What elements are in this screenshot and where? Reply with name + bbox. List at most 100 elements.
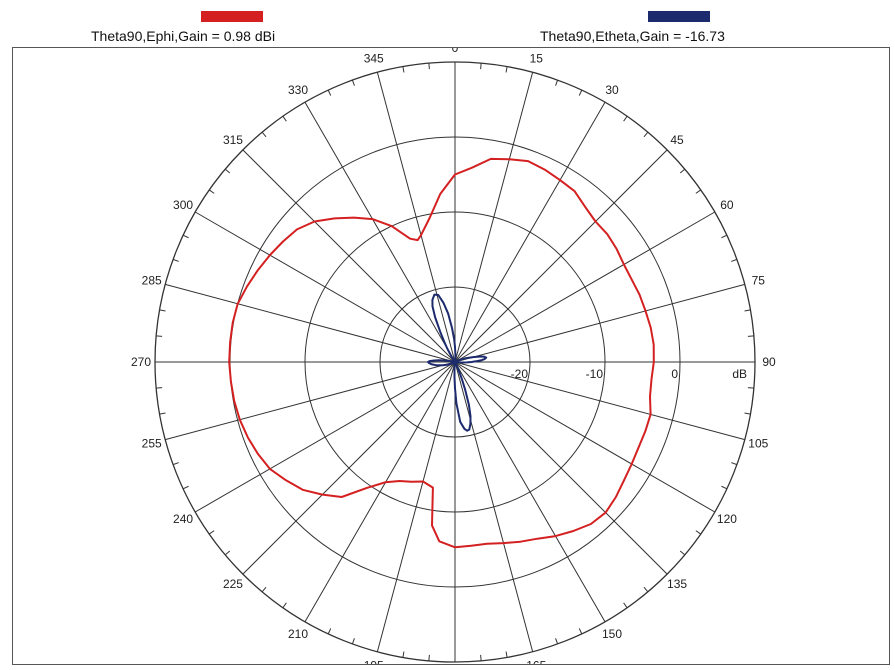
angle-minor-tick [208, 189, 215, 194]
angle-spoke [454, 283, 745, 363]
angle-spoke [454, 361, 606, 623]
angle-minor-tick [428, 654, 430, 661]
angle-spoke [242, 149, 456, 363]
angle-tick-label: 60 [720, 198, 734, 212]
angle-minor-tick [679, 168, 686, 174]
angle-minor-tick [744, 412, 751, 415]
legend-label-ephi: Theta90,Ephi,Gain = 0.98 dBi [91, 28, 276, 44]
angle-tick-label: 0 [452, 48, 459, 55]
angle-minor-tick [261, 586, 267, 593]
angle-spoke [194, 361, 456, 513]
angle-tick-label: 345 [364, 52, 384, 66]
angle-tick-label: 45 [670, 133, 684, 147]
angle-minor-tick [747, 387, 754, 389]
angle-minor-tick [172, 258, 179, 262]
angle-minor-tick [282, 602, 287, 609]
angle-tick-label: 120 [717, 512, 737, 526]
angle-tick-label: 330 [288, 83, 308, 97]
angle-minor-tick [156, 335, 163, 337]
angle-minor-tick [731, 462, 738, 466]
angle-spoke [454, 361, 745, 441]
angle-tick-label: 255 [142, 436, 162, 450]
angle-minor-tick [159, 309, 166, 312]
angle-minor-tick [744, 309, 751, 312]
angle-minor-tick [731, 258, 738, 262]
angle-tick-label: 240 [173, 512, 193, 526]
angle-minor-tick [555, 638, 559, 645]
angle-minor-tick [402, 66, 405, 73]
angle-minor-tick [159, 412, 166, 415]
angle-spoke [304, 101, 456, 363]
angle-spoke [194, 211, 456, 363]
angle-minor-tick [172, 462, 179, 466]
plot-area: 0153045607590105120135150165180195210225… [12, 41, 890, 670]
angle-tick-label: 75 [752, 274, 766, 288]
angle-minor-tick [480, 654, 482, 661]
angle-spoke [304, 361, 456, 623]
legend-swatch-etheta [648, 11, 710, 22]
angle-tick-label: 285 [142, 274, 162, 288]
angle-spoke [454, 361, 534, 652]
angle-minor-tick [156, 387, 163, 389]
angle-tick-label: 165 [526, 658, 546, 664]
angle-spoke [454, 149, 668, 363]
angle-minor-tick [182, 234, 189, 239]
angle-minor-tick [224, 168, 231, 174]
radial-unit-label: dB [732, 367, 747, 381]
angle-tick-label: 15 [530, 52, 544, 66]
angle-tick-label: 210 [288, 627, 308, 641]
angle-tick-label: 105 [748, 436, 768, 450]
legend-swatch-ephi [201, 11, 263, 22]
angle-minor-tick [679, 550, 686, 556]
angle-minor-tick [261, 131, 267, 138]
angle-minor-tick [695, 530, 702, 535]
angle-spoke [454, 361, 668, 575]
angle-minor-tick [480, 63, 482, 70]
angle-minor-tick [351, 79, 355, 86]
angle-tick-label: 300 [173, 198, 193, 212]
angle-minor-tick [428, 63, 430, 70]
angle-minor-tick [578, 628, 583, 635]
angle-tick-label: 270 [131, 355, 151, 369]
angle-minor-tick [623, 602, 628, 609]
angle-minor-tick [224, 550, 231, 556]
angle-spoke [165, 361, 456, 441]
angle-minor-tick [721, 234, 728, 239]
angle-spoke [376, 361, 456, 652]
angle-tick-label: 30 [605, 83, 619, 97]
angle-spoke [454, 211, 716, 363]
series-line-etheta [427, 293, 488, 432]
angle-minor-tick [505, 66, 508, 73]
angle-spoke [454, 101, 606, 363]
angle-minor-tick [695, 189, 702, 194]
radial-tick-label: -20 [511, 367, 529, 381]
angle-minor-tick [643, 131, 649, 138]
angle-spoke [454, 361, 716, 513]
angle-minor-tick [402, 651, 405, 658]
radial-tick-label: -10 [586, 367, 604, 381]
series-line-ephi [228, 157, 655, 549]
angle-minor-tick [505, 651, 508, 658]
angle-tick-label: 315 [223, 133, 243, 147]
angle-spoke [242, 361, 456, 575]
radial-tick-label: 0 [671, 367, 678, 381]
angle-minor-tick [747, 335, 754, 337]
angle-minor-tick [327, 89, 332, 96]
angle-minor-tick [578, 89, 583, 96]
angle-tick-label: 195 [364, 658, 384, 664]
legend-label-etheta: Theta90,Etheta,Gain = -16.73 [540, 28, 725, 44]
angle-minor-tick [182, 485, 189, 490]
angle-minor-tick [351, 638, 355, 645]
angle-minor-tick [282, 115, 287, 122]
angle-tick-label: 90 [762, 355, 776, 369]
angle-minor-tick [555, 79, 559, 86]
polar-plot: 0153045607590105120135150165180195210225… [131, 41, 776, 670]
angle-spoke [376, 72, 456, 363]
angle-minor-tick [327, 628, 332, 635]
angle-tick-label: 225 [223, 577, 243, 591]
angle-minor-tick [623, 115, 628, 122]
angle-tick-label: 150 [602, 627, 622, 641]
angle-spoke [454, 72, 534, 363]
angle-spoke [165, 283, 456, 363]
